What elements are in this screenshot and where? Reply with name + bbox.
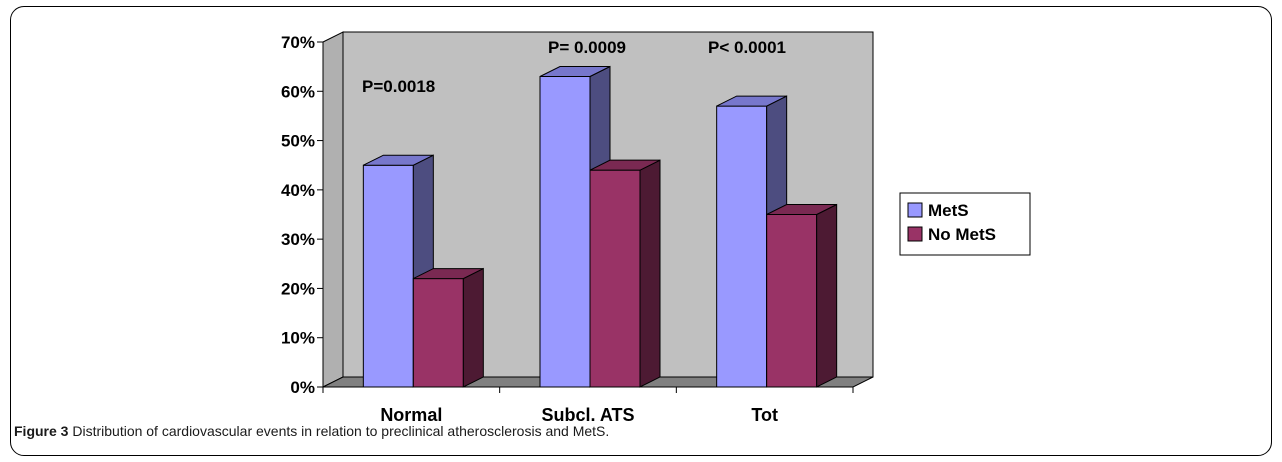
bar bbox=[766, 214, 818, 388]
p-value-annotation: P< 0.0001 bbox=[708, 38, 786, 57]
tick-labels: 0% 10% 20% 30% 40% 50% 60% 70% Normal Subcl. ATS T… bbox=[281, 33, 778, 425]
y-tick-label: 50% bbox=[281, 132, 315, 151]
bar-side bbox=[639, 159, 661, 388]
x-tick-label: Normal bbox=[380, 405, 442, 425]
legend-label: MetS bbox=[928, 201, 969, 220]
bar-top bbox=[766, 204, 837, 215]
figure-frame bbox=[10, 6, 1272, 456]
bar-side bbox=[816, 203, 838, 388]
figure-caption: Figure 3 Distribution of cardiovascular … bbox=[14, 423, 609, 439]
caption-text: Distribution of cardiovascular events in… bbox=[68, 423, 610, 439]
p-value-annotation: P=0.0018 bbox=[362, 77, 435, 96]
side-wall bbox=[322, 31, 344, 388]
bar bbox=[589, 169, 641, 388]
legend-swatch bbox=[907, 202, 923, 218]
y-tick-label: 30% bbox=[281, 230, 315, 249]
bars bbox=[362, 65, 838, 388]
annotations: P=0.0018 P= 0.0009 P< 0.0001 bbox=[362, 38, 786, 96]
x-tick-label: Subcl. ATS bbox=[541, 405, 634, 425]
p-value-annotation: P= 0.0009 bbox=[548, 38, 626, 57]
y-tick-label: 10% bbox=[281, 329, 315, 348]
y-tick-label: 40% bbox=[281, 181, 315, 200]
bar-top bbox=[716, 95, 787, 107]
y-tick-label: 0% bbox=[290, 378, 315, 397]
y-tick-label: 70% bbox=[281, 33, 315, 52]
bar-side bbox=[462, 267, 484, 388]
bar-top bbox=[363, 154, 434, 166]
bar bbox=[412, 278, 464, 388]
legend: MetS No MetS bbox=[899, 192, 1031, 256]
bar-top bbox=[413, 268, 484, 280]
bar bbox=[539, 76, 591, 388]
bar bbox=[716, 105, 768, 388]
bar-top bbox=[589, 159, 661, 171]
y-tick-label: 20% bbox=[281, 279, 315, 298]
legend-swatch bbox=[907, 226, 923, 242]
bar-top bbox=[539, 66, 611, 77]
y-tick-label: 60% bbox=[281, 82, 315, 101]
caption-label: Figure 3 bbox=[14, 423, 69, 439]
bar bbox=[362, 164, 414, 388]
x-tick-label: Tot bbox=[751, 405, 778, 425]
legend-label: No MetS bbox=[928, 225, 996, 244]
